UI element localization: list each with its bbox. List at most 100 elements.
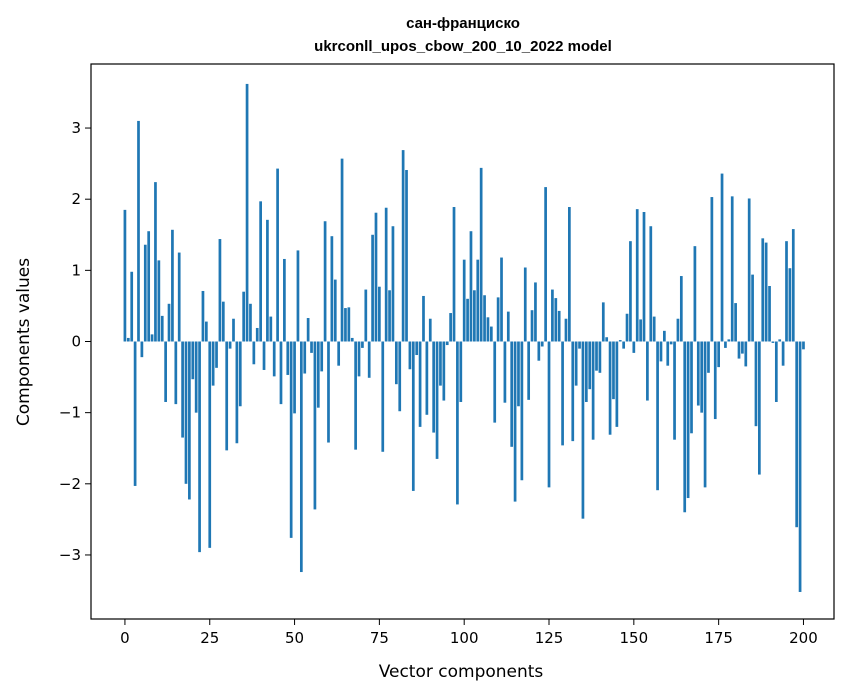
- bar-component-63: [337, 341, 341, 366]
- x-tick-label: 75: [370, 629, 389, 647]
- x-tick-label: 50: [285, 629, 304, 647]
- bar-component-136: [584, 341, 588, 402]
- x-tick-label: 175: [704, 629, 733, 647]
- bar-component-160: [666, 341, 670, 366]
- y-tick-label: −3: [59, 546, 81, 564]
- bar-component-190: [768, 286, 771, 342]
- bar-component-87: [418, 341, 422, 427]
- bar-component-115: [513, 341, 517, 502]
- bar-component-52: [299, 341, 303, 573]
- bar-component-113: [506, 311, 510, 342]
- bar-component-166: [686, 341, 690, 499]
- bar-component-123: [540, 341, 544, 347]
- bar-component-62: [333, 279, 337, 342]
- bar-component-198: [795, 341, 799, 528]
- bar-component-134: [578, 341, 581, 349]
- bar-component-132: [571, 341, 575, 442]
- bar-component-31: [228, 341, 232, 349]
- bar-component-191: [771, 341, 775, 343]
- bar-component-46: [279, 341, 283, 405]
- bar-component-98: [456, 341, 459, 505]
- bar-component-114: [510, 341, 514, 447]
- bar-component-94: [442, 341, 446, 401]
- bar-component-199: [798, 341, 802, 592]
- bar-component-158: [659, 341, 663, 362]
- bar-component-186: [754, 341, 758, 427]
- bar-component-122: [537, 341, 541, 361]
- bar-component-138: [591, 341, 595, 440]
- bar-component-130: [564, 318, 568, 342]
- bar-component-67: [350, 337, 354, 342]
- bar-component-118: [523, 267, 527, 342]
- bar-component-181: [737, 341, 741, 359]
- bar-component-144: [612, 341, 615, 400]
- bar-component-106: [483, 295, 486, 342]
- bar-component-179: [730, 196, 734, 342]
- bar-component-88: [422, 295, 425, 342]
- bar-component-153: [642, 212, 646, 342]
- bar-component-2: [130, 271, 134, 342]
- bar-component-53: [303, 341, 307, 374]
- bar-component-22: [198, 341, 201, 553]
- bar-component-137: [588, 341, 592, 390]
- bar-component-71: [364, 289, 368, 342]
- bar-component-128: [557, 310, 561, 342]
- bar-component-104: [476, 259, 480, 342]
- bar-component-180: [734, 303, 737, 342]
- bar-component-24: [204, 321, 208, 342]
- bar-component-3: [133, 341, 137, 486]
- bar-component-147: [622, 341, 626, 349]
- bar-component-76: [381, 341, 385, 452]
- bar-component-26: [211, 341, 215, 386]
- bar-component-89: [425, 341, 429, 415]
- bar-component-61: [330, 236, 334, 342]
- bar-component-17: [181, 341, 184, 438]
- bar-component-111: [500, 257, 503, 342]
- bar-component-150: [632, 341, 636, 353]
- bar-component-163: [676, 318, 680, 342]
- bar-component-82: [401, 150, 405, 342]
- bar-component-155: [649, 226, 653, 342]
- bar-component-124: [544, 187, 547, 342]
- bar-component-139: [595, 341, 598, 371]
- bar-component-110: [496, 297, 500, 342]
- bar-component-41: [262, 341, 266, 370]
- bar-component-100: [462, 259, 466, 342]
- x-tick-label: 25: [200, 629, 219, 647]
- bar-component-43: [269, 316, 273, 342]
- bar-component-47: [283, 258, 286, 342]
- bar-component-54: [306, 318, 310, 342]
- bar-component-60: [327, 341, 330, 443]
- bar-component-86: [415, 341, 419, 356]
- bar-component-68: [354, 341, 357, 450]
- bar-component-187: [758, 341, 761, 475]
- x-axis-ticks: 0 25 50 75 100 125 150 175 200: [120, 619, 818, 647]
- y-axis-label: Components values: [14, 258, 34, 426]
- y-axis-ticks: −3 −2 −1 0 1 2 3: [59, 119, 91, 564]
- y-tick-label: −2: [59, 475, 81, 493]
- bar-component-85: [411, 341, 415, 491]
- bar-component-96: [449, 313, 452, 342]
- bar-component-81: [398, 341, 402, 412]
- bar-component-178: [727, 339, 731, 342]
- bar-component-40: [259, 201, 262, 342]
- bar-component-172: [707, 341, 710, 373]
- bar-component-56: [313, 341, 317, 510]
- bar-component-173: [710, 197, 714, 342]
- bar-component-0: [123, 209, 127, 342]
- bar-component-9: [154, 182, 157, 342]
- bar-component-143: [608, 341, 612, 435]
- bar-component-29: [221, 301, 225, 342]
- bar-component-148: [625, 313, 629, 342]
- x-tick-label: 150: [620, 629, 649, 647]
- bar-component-78: [388, 290, 391, 342]
- bar-component-37: [249, 303, 252, 342]
- bar-component-152: [639, 319, 642, 342]
- bar-component-51: [296, 250, 300, 342]
- bar-component-30: [225, 341, 229, 451]
- x-axis-label: Vector components: [379, 662, 544, 682]
- bar-component-66: [347, 307, 351, 342]
- bar-component-72: [367, 341, 371, 378]
- bar-component-16: [177, 252, 181, 342]
- bar-component-167: [690, 341, 693, 434]
